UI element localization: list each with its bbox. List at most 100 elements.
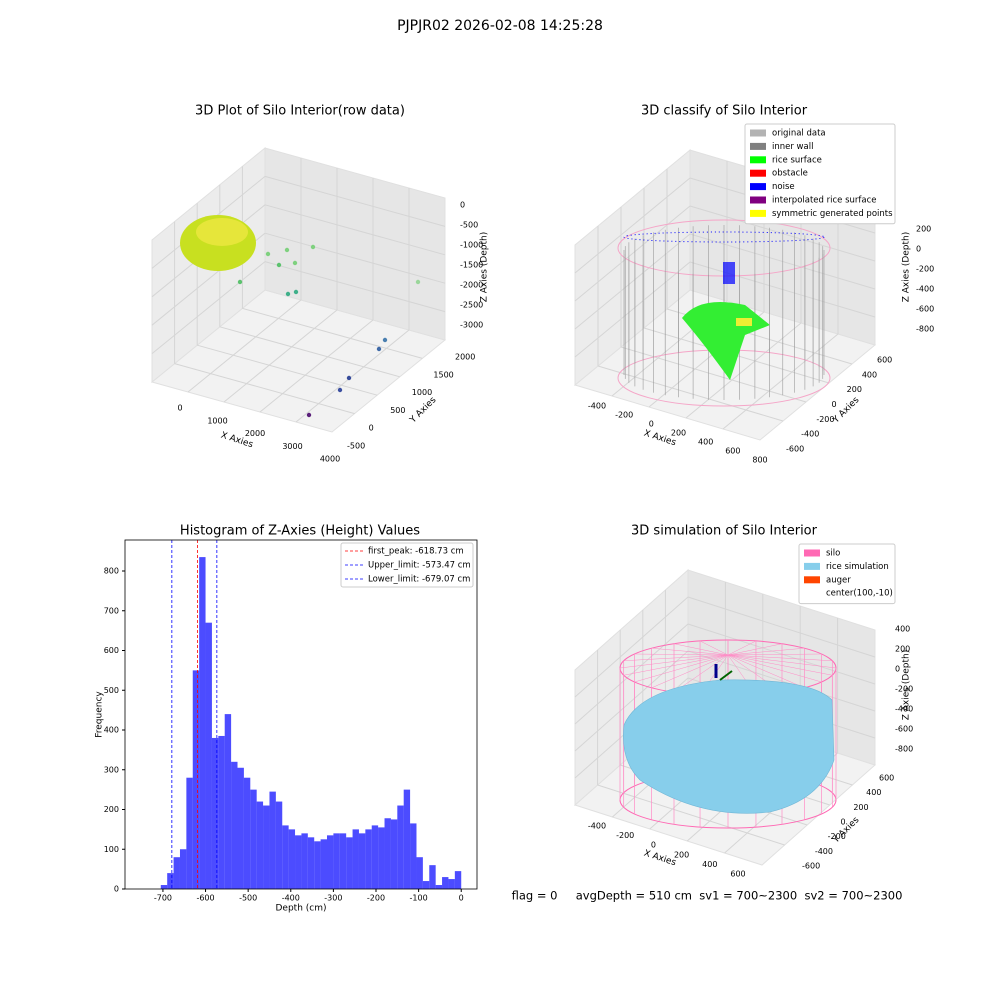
tick-label: -400 [815,847,833,856]
tick-label: -200 [615,411,633,420]
legend-box [340,542,474,588]
pane-grid [151,261,266,354]
legend-swatch [750,129,766,137]
x-axis-label: Depth (cm) [275,904,326,914]
silo-wire [727,654,833,662]
tick-label: -600 [916,305,934,314]
y-tick-label: 400 [104,726,119,735]
silo-wire [651,647,729,656]
z-axis-label: Z Axies (Depth) [902,232,912,303]
bar [448,879,455,889]
pane-grid [597,784,785,846]
legend-label: inner wall [772,142,813,152]
tick-label: 3000 [282,442,302,451]
silo-wire [727,654,805,689]
tick-label: 4000 [320,455,340,464]
y-tick-label: 0 [114,885,119,894]
tick-label: 1000 [412,388,432,397]
noise [623,231,825,243]
point [382,337,388,343]
bar [224,714,232,889]
chart-title: 3D Plot of Silo Interior(row data) [195,104,405,119]
tick-label: 500 [390,406,405,415]
x-tick-label: -600 [196,894,214,903]
bar [173,857,180,889]
tick-label: -400 [916,285,934,294]
tick-label: -200 [816,415,834,424]
tick-label: -200 [828,832,846,841]
pane-grid [687,596,876,658]
point [310,244,316,250]
silo-wire [727,654,833,676]
point [376,346,382,352]
tick-label: 600 [877,356,892,365]
tick-label: -400 [895,705,913,714]
point [237,279,243,285]
pane-grid [264,232,446,284]
bar [282,825,289,889]
pane-grid [264,261,446,313]
bar [307,837,315,889]
tick-label: 600 [879,774,894,783]
tick-label: 0 [916,245,921,254]
bar [192,670,200,889]
bar [454,871,462,889]
y-axis-label: Y Axies [831,815,862,846]
bar [301,833,308,889]
bar [410,823,417,889]
bar [346,837,353,889]
tick-label: 400 [895,625,910,634]
legend-swatch [804,576,820,584]
bar [288,829,296,889]
bar [397,805,404,889]
tick-label: -1500 [460,261,483,270]
pane-grid [187,299,302,393]
silo-wire [727,653,822,656]
legend-swatch [750,169,766,177]
y-tick-label: 500 [104,686,119,695]
y-tick-label: 100 [104,845,119,854]
legend-label: first_peak: -618.73 cm [368,547,464,557]
tick-label: -400 [588,822,606,831]
silo-wire [634,653,729,656]
chart-title: 3D simulation of Silo Interior [631,524,818,539]
tick-label: 2000 [455,353,475,362]
rice-yellow [736,318,752,326]
tick-label: -400 [588,402,606,411]
tick-label: 1500 [433,370,453,379]
pane-grid [174,363,355,415]
silo-wire [651,654,729,689]
tick-label: 1000 [207,416,227,425]
tick-label: 2000 [245,429,265,438]
pane-grid [620,346,807,403]
legend-label: original data [772,129,826,139]
legend-swatch [804,549,820,557]
bar [390,819,398,889]
tick-label: 400 [862,370,877,379]
point [285,291,291,297]
z-axis-label: Z Axies (Depth) [902,650,912,721]
tick-label: 400 [702,860,717,869]
blob [196,218,248,246]
legend-swatch [750,142,766,150]
bar [179,849,187,889]
pane-grid [574,261,691,358]
pane-grid [574,623,689,725]
bar [243,777,251,889]
bar [403,789,411,889]
bar [314,841,321,889]
point [284,247,290,253]
tick-label: 0 [895,665,900,674]
bar [358,833,366,889]
point [306,412,312,418]
bar [371,825,379,889]
tick-label: 600 [730,870,745,879]
bar [422,881,430,889]
pane-grid [574,596,689,698]
legend-label: silo [826,549,840,559]
pane [264,147,446,341]
bar [320,839,327,889]
bar [339,833,347,889]
pane-grid [197,344,378,396]
